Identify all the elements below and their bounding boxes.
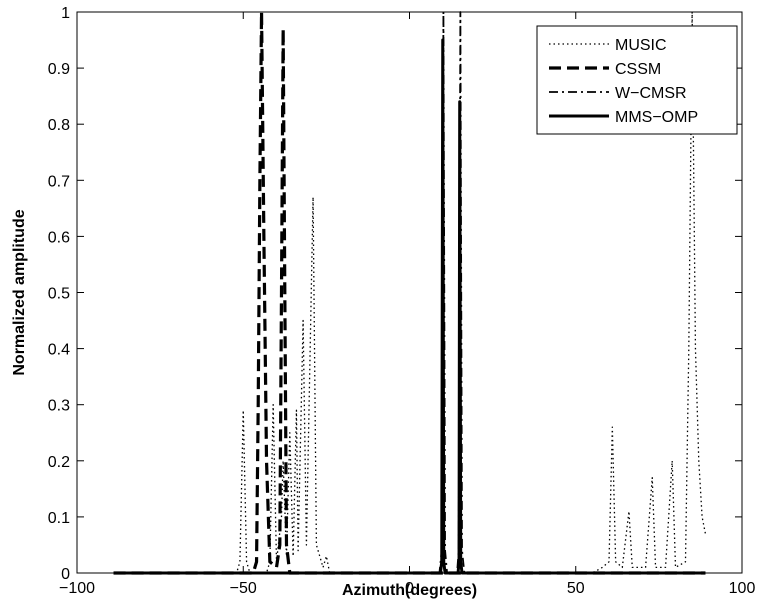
- y-tick-label: 0.3: [48, 398, 70, 415]
- x-axis-label: Azimuth(degrees): [342, 582, 477, 599]
- y-tick-label: 0.2: [48, 454, 70, 471]
- y-tick-label: 0.6: [48, 229, 70, 246]
- y-tick-label: 0.7: [48, 173, 70, 190]
- legend-label: MUSIC: [615, 37, 667, 54]
- y-tick-label: 0.4: [48, 342, 70, 359]
- x-tick-label: 50: [567, 580, 585, 597]
- y-tick-label: 0: [61, 566, 70, 583]
- y-tick-label: 1: [61, 5, 70, 22]
- x-tick-label: 100: [729, 580, 756, 597]
- y-tick-label: 0.5: [48, 286, 70, 303]
- y-tick-label: 0.8: [48, 117, 70, 134]
- y-tick-label: 0.9: [48, 61, 70, 78]
- legend: MUSIC CSSM W−CMSR MMS−OMP: [537, 26, 737, 134]
- y-axis-label: Normalized amplitude: [11, 209, 28, 375]
- legend-label: W−CMSR: [615, 85, 687, 102]
- legend-label: CSSM: [615, 61, 661, 78]
- x-tick-label: −50: [230, 580, 257, 597]
- legend-label: MMS−OMP: [615, 109, 698, 126]
- y-tick-label: 0.1: [48, 510, 70, 527]
